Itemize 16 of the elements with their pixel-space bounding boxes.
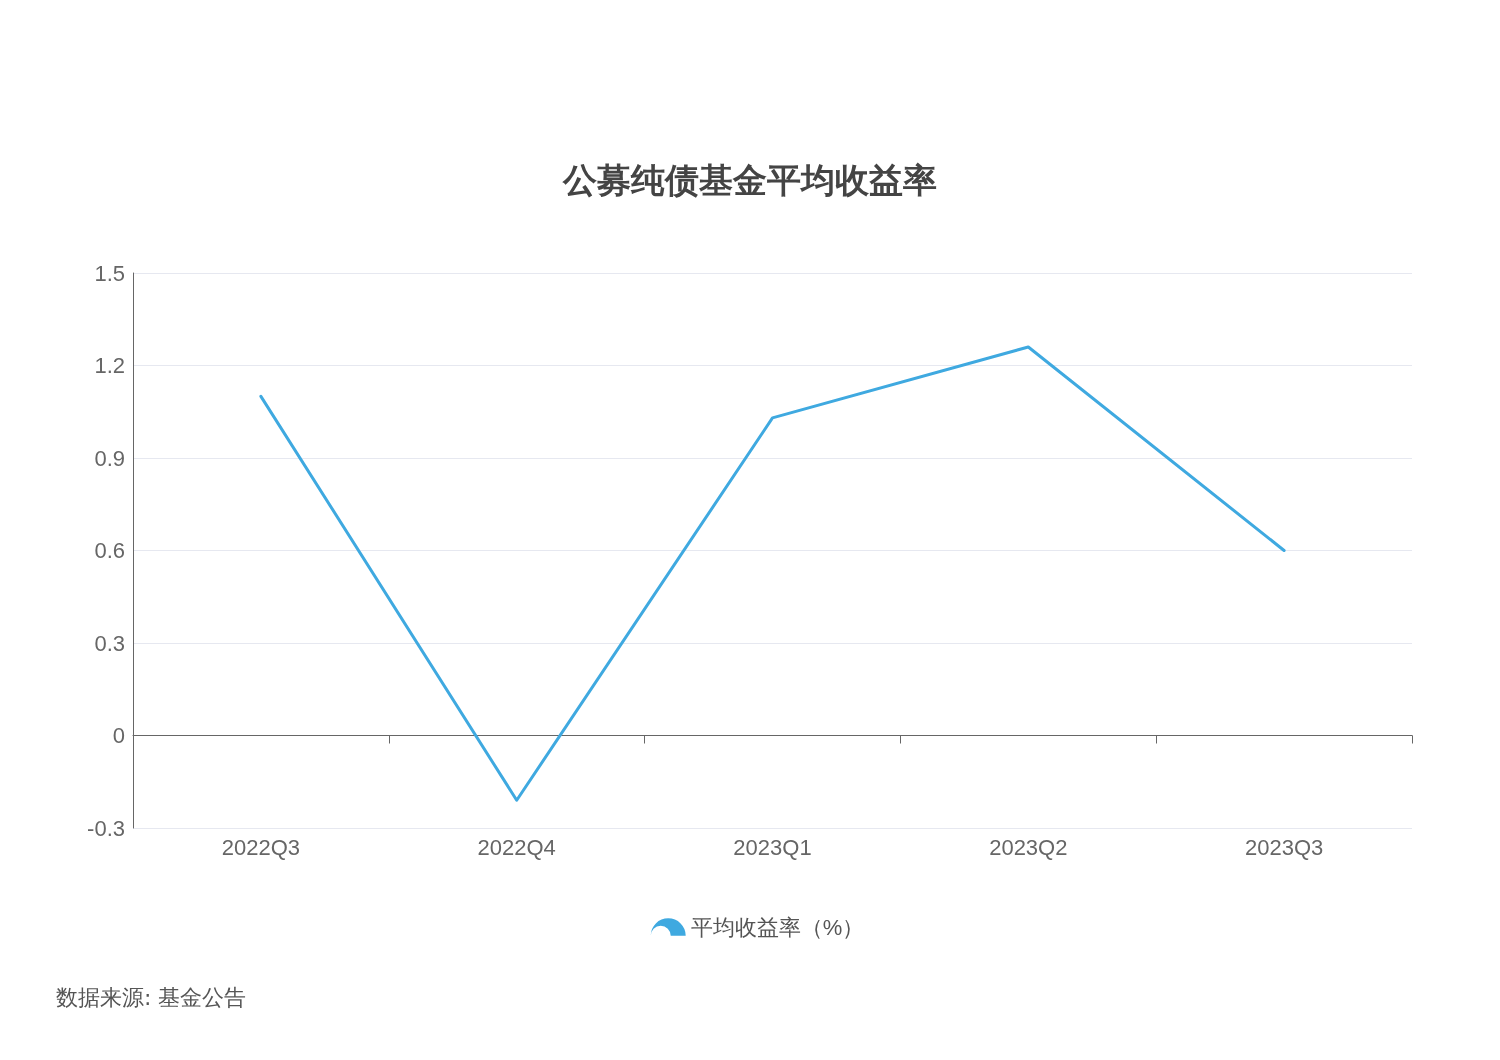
x-tick-label: 2023Q2 (989, 834, 1068, 860)
source-note: 数据来源: 基金公告 (56, 984, 247, 1010)
y-tick-label: 1.5 (94, 260, 125, 286)
legend-label: 平均收益率（%） (690, 914, 865, 940)
y-tick-label: -0.3 (87, 815, 125, 841)
y-tick-label: 0.6 (94, 538, 125, 563)
chart-title: 公募纯债基金平均收益率 (562, 160, 937, 200)
y-tick-label: 0.3 (94, 630, 125, 656)
y-tick-label: 0.9 (94, 445, 125, 471)
x-tick-label: 2022Q4 (477, 834, 556, 860)
x-tick-label: 2022Q3 (221, 834, 301, 860)
x-tick-label: 2023Q1 (733, 834, 812, 860)
line-series (259, 345, 1286, 802)
y-tick-label: 0 (112, 723, 125, 748)
x-tick-label: 2023Q3 (1244, 834, 1324, 860)
y-tick-label: 1.2 (94, 353, 125, 378)
